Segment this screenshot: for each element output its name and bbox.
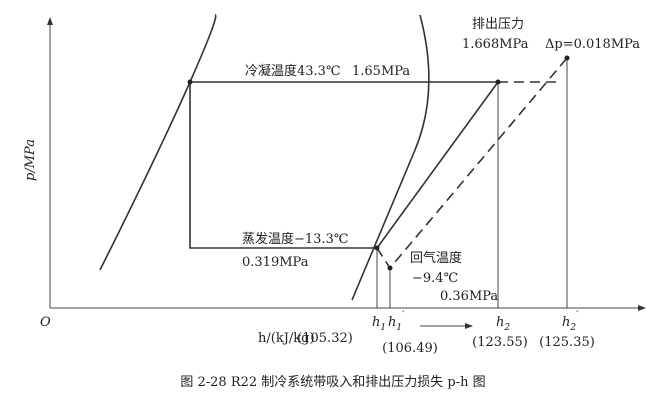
condensing-pressure: 1.65MPa bbox=[352, 64, 410, 79]
cycle bbox=[189, 81, 499, 249]
h-letter: h bbox=[388, 315, 396, 330]
saturated-vapor-line bbox=[351, 14, 430, 301]
h-value: (105.32) bbox=[297, 331, 353, 346]
loss-cycle bbox=[376, 57, 568, 270]
h-symbol: h2 bbox=[496, 315, 510, 333]
evaporating-pressure: 0.319MPa bbox=[242, 255, 309, 270]
h-sub: 2 bbox=[569, 323, 576, 333]
evaporating-label: 蒸发温度−13.3℃ bbox=[242, 231, 348, 247]
h-sub: 1 bbox=[396, 323, 402, 333]
h-value: (125.35) bbox=[539, 335, 595, 350]
caption: 图 2-28 R22 制冷系统带吸入和排出压力损失 p-h 图 bbox=[180, 375, 485, 390]
h-symbol: h1 bbox=[372, 315, 386, 333]
condensing-label: 冷凝温度43.3℃ bbox=[245, 63, 341, 79]
discharge-title: 排出压力 bbox=[472, 17, 524, 32]
suction-pressure: 0.36MPa bbox=[440, 289, 498, 304]
h-symbol: h1′ bbox=[388, 310, 405, 333]
h-sup: ′ bbox=[576, 310, 579, 321]
h-letter: h bbox=[372, 315, 380, 330]
h-value: (106.49) bbox=[382, 341, 438, 356]
h-sub: 2 bbox=[503, 323, 510, 333]
h-sup: ′ bbox=[402, 310, 405, 321]
h-letter: h bbox=[496, 315, 504, 330]
state-points bbox=[187, 55, 570, 271]
delta-p: Δp=0.018MPa bbox=[545, 37, 640, 52]
x-label: h/(kJ/kg) bbox=[258, 331, 315, 346]
discharge-pressure: 1.668MPa bbox=[462, 37, 529, 52]
suction-temperature: −9.4℃ bbox=[412, 271, 458, 286]
h-symbol: h2′ bbox=[562, 310, 579, 333]
projection-lines bbox=[376, 58, 568, 308]
h-value: (123.55) bbox=[472, 335, 528, 350]
origin: O bbox=[40, 315, 51, 330]
saturated-liquid-line bbox=[99, 14, 217, 271]
h-sub: 1 bbox=[380, 323, 386, 333]
h-letter: h bbox=[562, 315, 570, 330]
y-label: p/MPa bbox=[23, 139, 38, 181]
suction-label: 回气温度 bbox=[410, 250, 462, 266]
